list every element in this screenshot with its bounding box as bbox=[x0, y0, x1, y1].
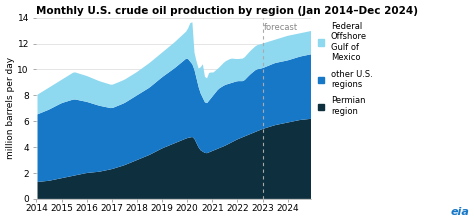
Y-axis label: million barrels per day: million barrels per day bbox=[6, 57, 15, 159]
Text: eia: eia bbox=[450, 207, 469, 217]
Legend: Federal
Offshore
Gulf of
Mexico, other U.S.
regions, Permian
region: Federal Offshore Gulf of Mexico, other U… bbox=[318, 22, 373, 116]
Text: forecast: forecast bbox=[264, 23, 298, 32]
Text: Monthly U.S. crude oil production by region (Jan 2014–Dec 2024): Monthly U.S. crude oil production by reg… bbox=[36, 5, 419, 16]
